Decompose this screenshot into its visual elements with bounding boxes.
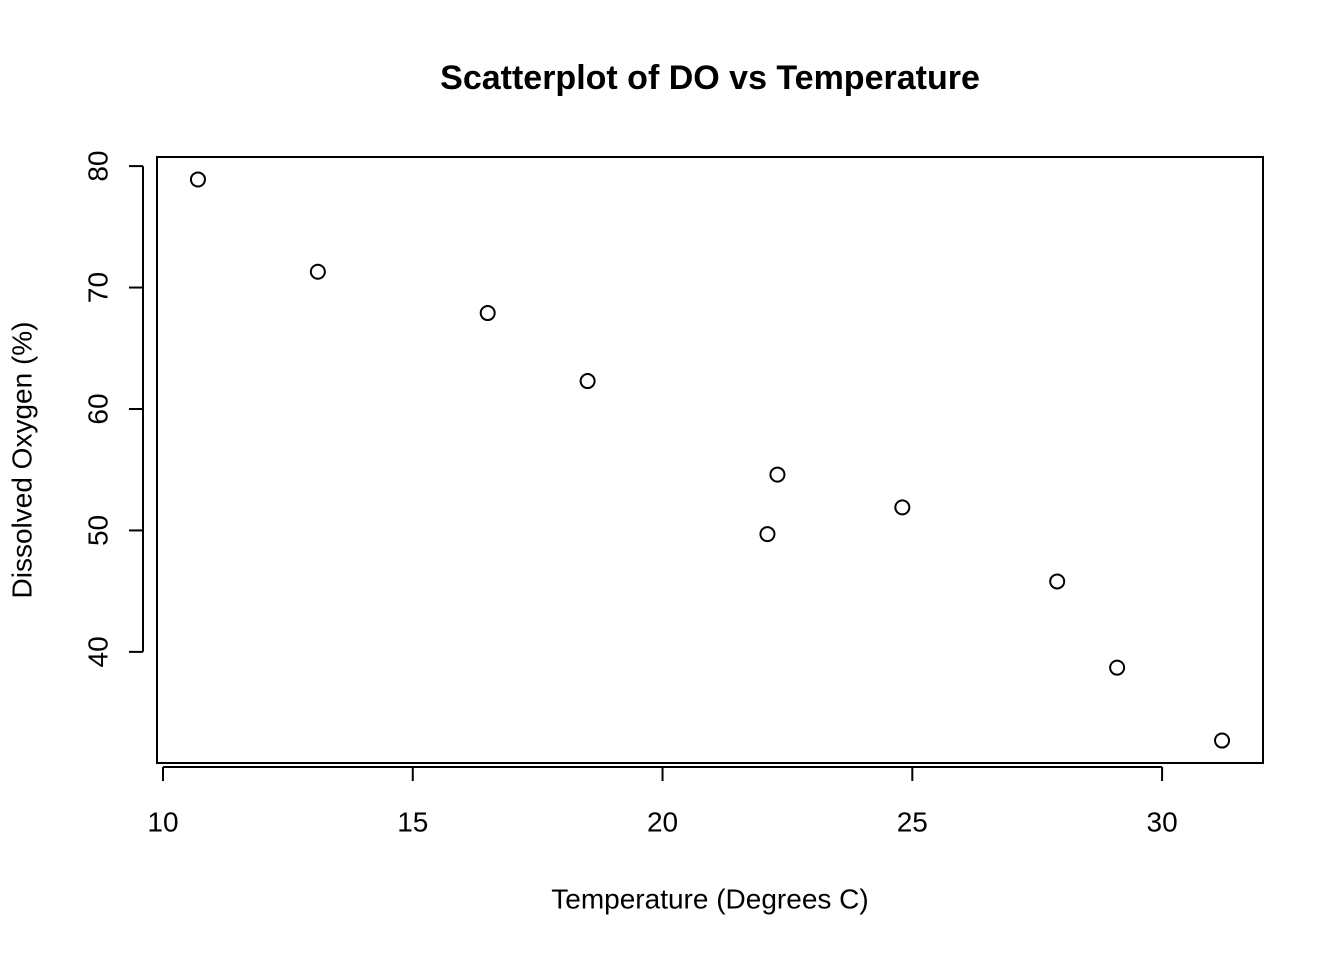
x-axis-label: Temperature (Degrees C) — [551, 883, 868, 914]
point — [1109, 659, 1126, 676]
y-tick-label: 80 — [82, 151, 113, 182]
point — [189, 171, 206, 188]
point — [759, 526, 776, 543]
point — [479, 305, 496, 322]
plot-frame — [156, 156, 1264, 764]
point — [894, 499, 911, 516]
point — [1214, 732, 1231, 749]
y-axis-label: Dissolved Oxygen (%) — [6, 322, 37, 599]
point — [1049, 573, 1066, 590]
x-tick-label: 20 — [647, 806, 678, 837]
chart-title: Scatterplot of DO vs Temperature — [440, 59, 980, 97]
x-tick-label: 10 — [147, 806, 178, 837]
y-tick-label: 60 — [82, 393, 113, 424]
y-tick-label: 50 — [82, 515, 113, 546]
x-tick-label: 25 — [897, 806, 928, 837]
point — [579, 373, 596, 390]
x-tick-label: 15 — [397, 806, 428, 837]
y-tick-label: 40 — [82, 636, 113, 667]
x-tick-label: 30 — [1147, 806, 1178, 837]
point — [769, 466, 786, 483]
point — [309, 263, 326, 280]
y-tick-label: 70 — [82, 272, 113, 303]
